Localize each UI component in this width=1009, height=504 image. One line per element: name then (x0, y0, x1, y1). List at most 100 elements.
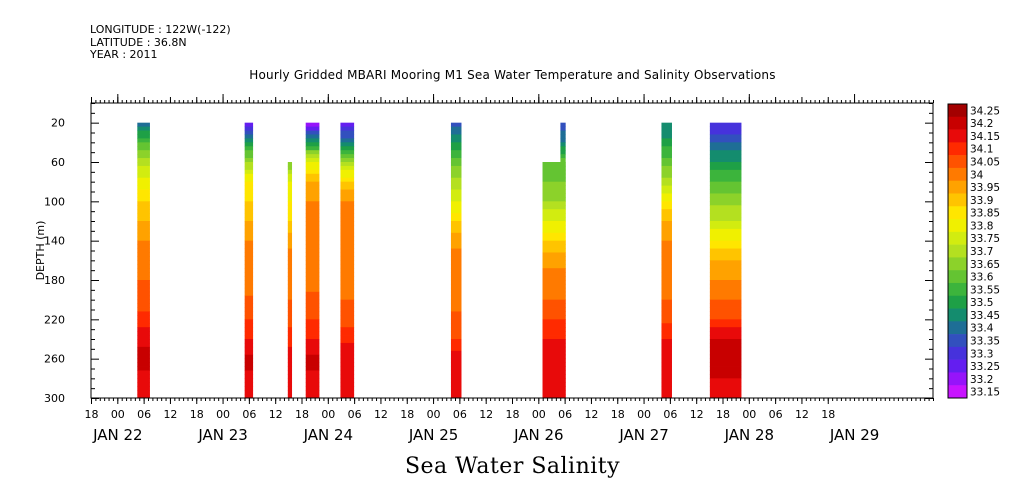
salinity-cell (340, 272, 355, 277)
salinity-cell (542, 366, 566, 371)
salinity-cell (661, 386, 672, 391)
salinity-cell (560, 390, 566, 395)
salinity-cell (709, 236, 742, 242)
salinity-cell (560, 378, 566, 383)
salinity-cell (287, 386, 293, 391)
colorbar-swatch (948, 167, 967, 181)
salinity-cell (661, 185, 672, 190)
salinity-cell (450, 154, 462, 159)
salinity-cell (137, 331, 150, 336)
salinity-cell (661, 189, 672, 194)
salinity-cell (709, 319, 742, 324)
salinity-cell (560, 394, 566, 399)
salinity-cell (560, 327, 566, 332)
salinity-cell (287, 280, 293, 285)
salinity-cell (305, 378, 320, 383)
salinity-cell (560, 130, 566, 135)
salinity-cell (661, 130, 672, 135)
salinity-cell (542, 252, 566, 257)
salinity-segment (661, 122, 672, 399)
salinity-cell (661, 390, 672, 395)
salinity-cell (340, 283, 355, 289)
salinity-cell (244, 366, 254, 371)
salinity-cell (137, 280, 150, 285)
salinity-cell (560, 382, 566, 387)
salinity-cell (450, 236, 462, 242)
salinity-cell (137, 197, 150, 202)
colorbar-label: 33.7 (970, 246, 993, 258)
salinity-cell (244, 146, 254, 151)
x-hour-tick-label: 06 (137, 408, 151, 421)
salinity-cell (560, 201, 566, 206)
salinity-cell (305, 295, 320, 301)
salinity-cell (560, 150, 566, 155)
salinity-cell (560, 283, 566, 289)
salinity-cell (287, 362, 293, 367)
salinity-cell (340, 173, 355, 179)
colorbar-swatch (948, 372, 967, 386)
salinity-cell (287, 315, 293, 320)
salinity-cell (560, 197, 566, 202)
salinity-cell (244, 201, 254, 206)
x-hour-tick-label: 12 (269, 408, 283, 421)
salinity-cell (305, 287, 320, 293)
salinity-cell (542, 291, 566, 297)
salinity-cell (305, 382, 320, 387)
salinity-cell (542, 197, 566, 202)
salinity-cell (661, 256, 672, 261)
x-day-label: JAN 27 (618, 426, 669, 444)
salinity-cell (709, 268, 742, 273)
salinity-cell (305, 209, 320, 214)
salinity-cell (542, 276, 566, 281)
salinity-cell (709, 217, 742, 222)
x-hour-tick-label: 06 (663, 408, 677, 421)
salinity-cell (287, 260, 293, 265)
x-hour-tick-label: 18 (611, 408, 625, 421)
salinity-cell (137, 291, 150, 297)
salinity-cell (305, 386, 320, 391)
salinity-cell (661, 154, 672, 159)
salinity-cell (709, 370, 742, 375)
salinity-cell (560, 193, 566, 198)
salinity-cell (340, 386, 355, 391)
salinity-cell (305, 260, 320, 265)
salinity-cell (560, 154, 566, 159)
salinity-cell (287, 394, 293, 399)
salinity-cell (244, 354, 254, 360)
longitude-label: LONGITUDE : 122W(-122) (90, 23, 231, 36)
y-tick-label: 140 (44, 235, 65, 248)
salinity-cell (560, 256, 566, 261)
salinity-cell (305, 276, 320, 281)
salinity-cell (340, 240, 355, 245)
salinity-cell (450, 335, 462, 340)
salinity-cell (137, 173, 150, 179)
salinity-cell (542, 213, 566, 218)
colorbar-label: 34.05 (970, 157, 1000, 169)
salinity-cell (450, 165, 462, 171)
salinity-cell (709, 162, 742, 167)
salinity-cell (137, 221, 150, 226)
colorbar-swatch (948, 385, 967, 399)
salinity-cell (244, 342, 254, 348)
colorbar: 34.2534.234.1534.134.053433.9533.933.853… (947, 103, 1000, 399)
salinity-cell (661, 335, 672, 340)
salinity-cell (244, 264, 254, 269)
salinity-cell (287, 370, 293, 375)
colorbar-swatch (948, 231, 967, 245)
salinity-cell (244, 272, 254, 277)
salinity-cell (542, 378, 566, 383)
salinity-cell (137, 287, 150, 293)
salinity-cell (340, 354, 355, 360)
salinity-cell (450, 240, 462, 245)
salinity-cell (661, 232, 672, 238)
salinity-cell (450, 158, 462, 163)
salinity-cell (244, 358, 254, 363)
salinity-cell (661, 303, 672, 308)
salinity-cell (305, 331, 320, 336)
salinity-cell (305, 193, 320, 198)
salinity-cell (244, 311, 254, 316)
salinity-cell (305, 311, 320, 316)
salinity-cell (340, 331, 355, 336)
colorbar-swatch (948, 270, 967, 284)
salinity-cell (661, 221, 672, 226)
